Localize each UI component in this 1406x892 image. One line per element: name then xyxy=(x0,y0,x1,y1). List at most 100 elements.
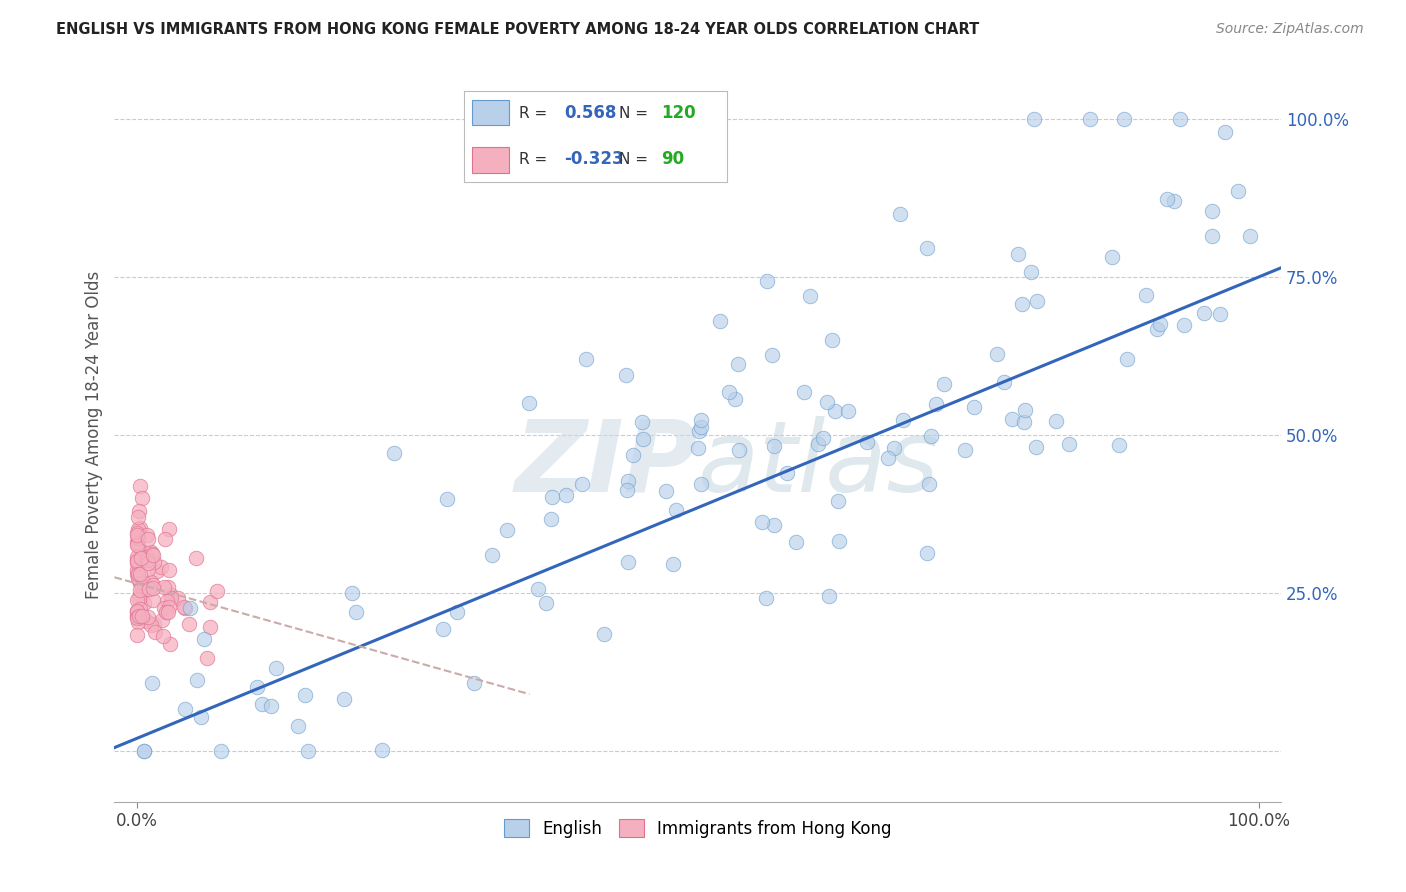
Point xyxy=(1011,297,1033,311)
Point xyxy=(142,554,165,568)
Point xyxy=(125,605,148,619)
Point xyxy=(125,611,148,625)
Point xyxy=(1115,352,1137,367)
Point xyxy=(152,629,174,643)
Point xyxy=(1045,414,1067,428)
Point xyxy=(128,520,150,534)
Point xyxy=(1001,412,1024,426)
Point xyxy=(127,535,149,549)
Text: atlas: atlas xyxy=(697,416,939,513)
Point xyxy=(1173,318,1195,333)
Point xyxy=(828,533,851,548)
Point xyxy=(807,436,830,450)
Text: ENGLISH VS IMMIGRANTS FROM HONG KONG FEMALE POVERTY AMONG 18-24 YEAR OLDS CORREL: ENGLISH VS IMMIGRANTS FROM HONG KONG FEM… xyxy=(56,22,980,37)
Point xyxy=(150,613,173,627)
Point xyxy=(198,620,221,634)
Point xyxy=(662,557,685,571)
Point xyxy=(534,596,557,610)
Point xyxy=(142,582,165,596)
Point xyxy=(718,384,741,399)
Point xyxy=(153,580,176,594)
Point xyxy=(135,615,157,629)
Point xyxy=(136,610,159,624)
Point xyxy=(724,392,747,406)
Point xyxy=(125,556,148,570)
Point xyxy=(125,528,148,542)
Point xyxy=(690,476,713,491)
Point xyxy=(125,603,148,617)
Point xyxy=(1025,293,1047,308)
Point xyxy=(1201,229,1223,244)
Point xyxy=(519,396,541,410)
Text: ZIP: ZIP xyxy=(515,416,697,513)
Point xyxy=(160,591,183,606)
Point xyxy=(934,377,956,392)
Point xyxy=(131,608,153,623)
Point xyxy=(915,241,938,255)
Point xyxy=(125,610,148,624)
Point xyxy=(143,624,166,639)
Point xyxy=(138,582,160,597)
Point xyxy=(136,553,159,567)
Point xyxy=(173,600,195,615)
Point xyxy=(1227,185,1250,199)
Point xyxy=(371,743,394,757)
Point xyxy=(616,483,638,498)
Point xyxy=(793,384,815,399)
Point xyxy=(246,680,269,694)
Point xyxy=(1101,250,1123,264)
Point xyxy=(755,274,778,288)
Point xyxy=(252,697,274,711)
Point xyxy=(1135,288,1157,302)
Point xyxy=(1192,306,1215,320)
Point xyxy=(763,518,786,533)
Point xyxy=(128,576,150,591)
Point xyxy=(751,515,773,529)
Point xyxy=(655,484,678,499)
Point xyxy=(157,563,180,577)
Point xyxy=(129,478,152,492)
Point xyxy=(1108,438,1130,452)
Point xyxy=(127,510,149,524)
Point xyxy=(1078,112,1101,126)
Point xyxy=(136,549,159,564)
Point xyxy=(776,466,799,480)
Point xyxy=(665,503,688,517)
Point xyxy=(156,580,179,594)
Point xyxy=(186,550,208,565)
Point xyxy=(436,491,458,506)
Point xyxy=(297,744,319,758)
Point xyxy=(136,556,159,570)
Point xyxy=(197,650,219,665)
Point xyxy=(174,600,197,615)
Point xyxy=(1025,440,1047,454)
Point xyxy=(125,549,148,564)
Point xyxy=(127,538,149,552)
Point xyxy=(127,567,149,582)
Point xyxy=(128,573,150,587)
Point xyxy=(382,445,405,459)
Point xyxy=(156,594,179,608)
Point xyxy=(157,599,180,614)
Point xyxy=(127,604,149,618)
Point xyxy=(128,592,150,607)
Point xyxy=(340,586,363,600)
Point xyxy=(129,551,152,566)
Point xyxy=(554,488,576,502)
Point xyxy=(1239,229,1261,244)
Point xyxy=(128,504,150,518)
Point xyxy=(153,601,176,615)
Point xyxy=(955,442,977,457)
Point xyxy=(689,413,711,427)
Point xyxy=(207,584,229,599)
Point xyxy=(574,352,596,367)
Point xyxy=(160,588,183,602)
Point xyxy=(332,692,354,706)
Point xyxy=(813,431,835,445)
Point xyxy=(139,545,162,559)
Point xyxy=(856,434,879,449)
Point xyxy=(127,522,149,536)
Point xyxy=(821,333,844,347)
Point xyxy=(541,490,564,504)
Point xyxy=(129,609,152,624)
